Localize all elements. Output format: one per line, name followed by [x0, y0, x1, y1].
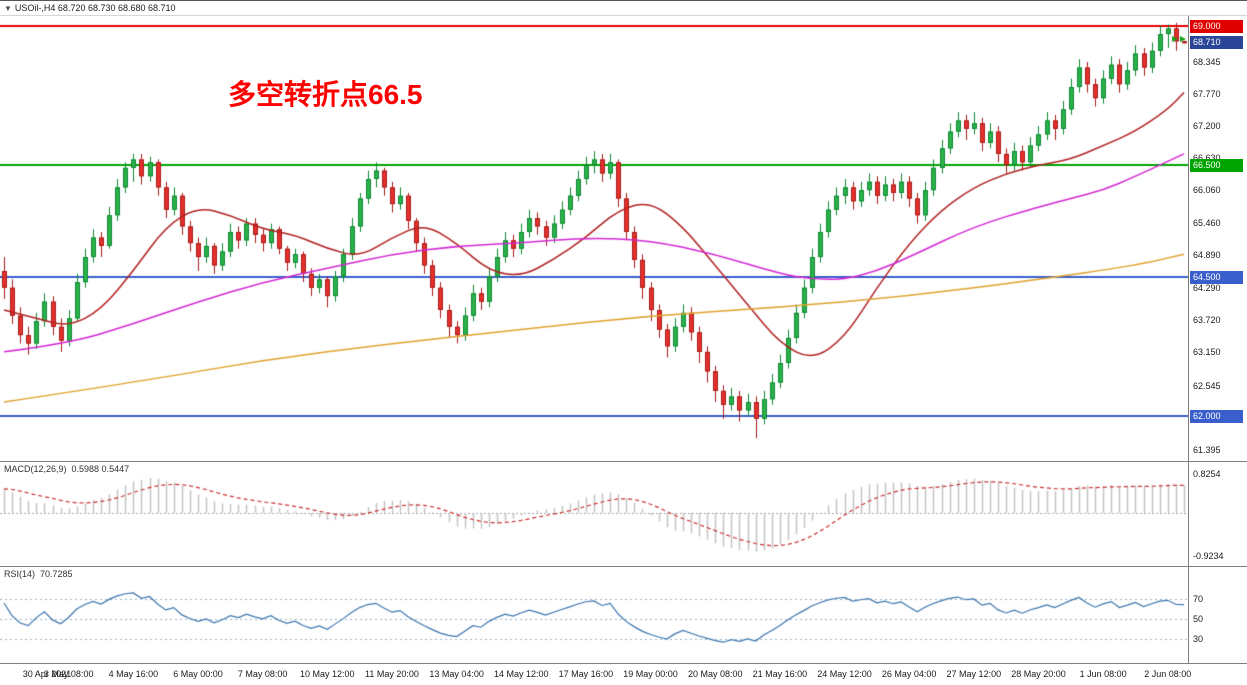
price-tick-label: 68.345 [1193, 57, 1221, 68]
rsi-axis: 70 50 30 [1188, 567, 1247, 663]
macd-canvas[interactable] [0, 462, 1188, 566]
time-label: 3 May 08:00 [43, 669, 94, 679]
price-tick-label: 63.720 [1193, 315, 1221, 326]
rsi-pane: RSI(14) 70.7285 70 50 30 [0, 566, 1247, 663]
time-label: 10 May 12:00 [300, 669, 355, 679]
last-price-badge: 68.710 [1190, 35, 1243, 49]
rsi-value: 70.7285 [40, 569, 73, 579]
hline-price-badge: 64.500 [1190, 270, 1243, 284]
symbol-quote-text: USOil-,H4 68.720 68.730 68.680 68.710 [14, 3, 176, 13]
macd-axis: 0.8254 -0.9234 [1188, 462, 1247, 566]
rsi-label: RSI(14) 70.7285 [4, 569, 73, 579]
price-tick-label: 67.770 [1193, 89, 1221, 100]
time-label: 24 May 12:00 [817, 669, 872, 679]
price-tick-label: 62.545 [1193, 380, 1221, 391]
price-tick-label: 63.150 [1193, 346, 1221, 357]
price-pane: 多空转折点66.5 68.345 67.770 67.200 66.630 66.060… [0, 1, 1247, 461]
price-tick-label: 65.460 [1193, 218, 1221, 229]
dropdown-icon[interactable]: ▼ [4, 4, 12, 13]
time-label: 1 Jun 08:00 [1079, 669, 1127, 679]
time-label: 14 May 12:00 [493, 669, 549, 679]
price-tick-label: 66.630 [1193, 152, 1221, 163]
time-label: 6 May 00:00 [173, 669, 223, 679]
time-label: 27 May 12:00 [946, 669, 1002, 679]
price-axis: 68.345 67.770 67.200 66.630 66.060 65.460 64.8… [1188, 1, 1247, 461]
price-tick-label: 67.200 [1193, 121, 1221, 132]
time-label: 28 May 20:00 [1011, 669, 1066, 679]
macd-axis-label: -0.9234 [1193, 551, 1224, 562]
rsi-level-label: 70 [1193, 594, 1204, 604]
time-label: 13 May 04:00 [429, 669, 484, 679]
rsi-canvas[interactable] [0, 567, 1188, 663]
price-tick-label: 61.395 [1193, 444, 1221, 455]
time-label: 20 May 08:00 [687, 669, 743, 679]
time-label: 19 May 00:00 [623, 669, 678, 679]
annotation-text: 多空转折点66.5 [228, 79, 423, 110]
rsi-level-label: 50 [1193, 614, 1204, 624]
hline-price-badge: 62.000 [1190, 409, 1243, 423]
time-label: 4 May 16:00 [108, 669, 159, 679]
macd-axis-label: 0.8254 [1193, 468, 1221, 479]
macd-label: MACD(12,26,9) 0.5988 0.5447 [4, 464, 129, 474]
time-label: 2 Jun 08:00 [1144, 669, 1192, 679]
time-label: 17 May 16:00 [558, 669, 614, 679]
time-label: 30 Apr 2021 [22, 669, 72, 679]
price-tick-label: 64.290 [1193, 283, 1221, 294]
price-tick-label: 64.890 [1193, 249, 1221, 260]
rsi-level-label: 30 [1193, 634, 1204, 644]
hline-price-badge: 66.500 [1190, 159, 1243, 173]
time-label: 11 May 20:00 [365, 669, 419, 679]
time-label: 21 May 16:00 [752, 669, 808, 679]
macd-name: MACD(12,26,9) [4, 464, 67, 474]
price-chart-canvas[interactable] [0, 1, 1188, 461]
chart-header: ▼ USOil-,H4 68.720 68.730 68.680 68.710 [0, 1, 1247, 16]
time-axis: 30 Apr 2021 3 May 08:00 4 May 16:00 6 May 0… [0, 663, 1247, 685]
hline-price-badge: 69.000 [1190, 19, 1243, 33]
time-label: 26 May 04:00 [881, 669, 937, 679]
macd-values: 0.5988 0.5447 [71, 464, 130, 474]
price-tick-label: 66.060 [1193, 184, 1221, 195]
macd-pane: MACD(12,26,9) 0.5988 0.5447 0.8254 -0.9234 [0, 461, 1247, 566]
rsi-name: RSI(14) [4, 569, 36, 579]
time-label: 7 May 08:00 [237, 669, 288, 679]
